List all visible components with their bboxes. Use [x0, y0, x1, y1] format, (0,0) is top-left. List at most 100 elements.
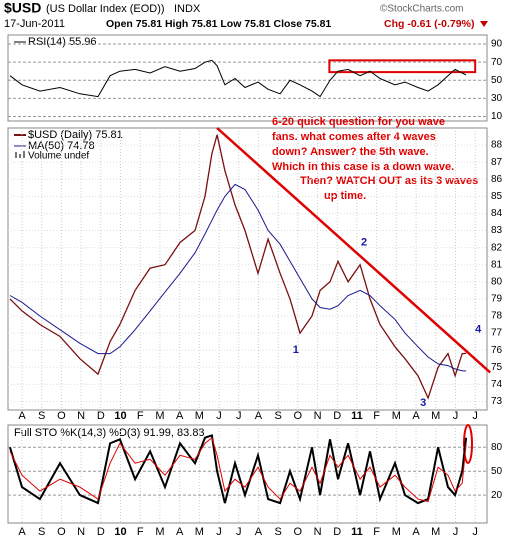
- legend-entry: $USD (Daily) 75.81: [28, 129, 123, 141]
- exchange: INDX: [174, 3, 201, 15]
- x-tick-label: J: [472, 410, 478, 422]
- x-tick-label: J: [216, 526, 222, 538]
- brand: ©StockCharts.com: [380, 4, 464, 15]
- y-tick-label: 10: [491, 111, 503, 122]
- x-tick-label: F: [373, 526, 380, 538]
- x-tick-label: A: [255, 410, 263, 422]
- series-line: [9, 134, 467, 400]
- x-tick-label: 11: [351, 410, 363, 422]
- ohlc: Open 75.81 High 75.81 Low 75.81 Close 75…: [106, 18, 331, 30]
- volume-icon: [23, 151, 25, 158]
- x-tick-label: N: [314, 526, 322, 538]
- x-tick-label: M: [392, 410, 401, 422]
- highlight-box: [328, 59, 477, 74]
- y-tick-label: 86: [491, 174, 503, 185]
- symbol: $USD: [4, 0, 41, 16]
- x-tick-label: J: [472, 526, 478, 538]
- legend-entry: RSI(14) 55.96: [28, 36, 96, 48]
- x-tick-label: O: [57, 526, 66, 538]
- y-tick-label: 87: [491, 157, 503, 168]
- x-tick-label: A: [176, 410, 184, 422]
- x-tick-label: F: [137, 526, 144, 538]
- y-tick-label: 90: [491, 39, 503, 50]
- x-tick-label: N: [77, 526, 85, 538]
- series-line: [9, 434, 468, 505]
- y-tick-label: 50: [491, 75, 503, 86]
- x-tick-label: D: [97, 410, 105, 422]
- annotation-line: Which in this case is a down wave.: [272, 161, 454, 173]
- volume-icon: [15, 152, 17, 158]
- annotation-line: 6-20 quick question for you wave: [272, 116, 445, 128]
- x-tick-label: O: [294, 526, 303, 538]
- x-tick-label: N: [314, 410, 322, 422]
- y-tick-label: 79: [491, 294, 503, 305]
- rsi-panel: [7, 34, 488, 122]
- annotation: 6-20 quick question for you wave fans. w…: [272, 116, 478, 202]
- x-tick-label: 10: [114, 410, 126, 422]
- x-tick-label: 11: [351, 526, 363, 538]
- y-tick-label: 78: [491, 311, 503, 322]
- down-arrow: [480, 21, 488, 27]
- sto-title: Full STO %K(14,3) %D(3) 91.99, 83.83: [14, 427, 205, 439]
- x-tick-label: D: [97, 526, 105, 538]
- series-line: [9, 436, 467, 503]
- x-tick-label: S: [274, 410, 281, 422]
- y-tick-label: 85: [491, 191, 503, 202]
- wave-label: 3: [420, 397, 426, 409]
- annotation-line: fans. what comes after 4 waves: [272, 131, 436, 143]
- x-tick-label: D: [333, 410, 341, 422]
- x-tick-label: A: [412, 526, 420, 538]
- index-name: (US Dollar Index (EOD)): [46, 3, 165, 15]
- volume-icon: [19, 154, 21, 158]
- y-tick-label: 50: [491, 466, 503, 477]
- date: 17-Jun-2011: [4, 18, 65, 30]
- y-tick-label: 75: [491, 362, 503, 373]
- y-tick-label: 88: [491, 140, 503, 151]
- x-tick-label: A: [18, 526, 26, 538]
- x-tick-label: 10: [114, 526, 126, 538]
- volume-label: Volume undef: [28, 151, 89, 162]
- y-tick-label: 83: [491, 225, 503, 236]
- x-tick-label: O: [294, 410, 303, 422]
- x-tick-label: J: [236, 410, 242, 422]
- y-tick-label: 80: [491, 442, 503, 453]
- x-tick-label: A: [176, 526, 184, 538]
- wave-label: 2: [361, 236, 367, 248]
- y-tick-label: 81: [491, 259, 503, 270]
- series-line: [9, 59, 467, 98]
- y-tick-label: 76: [491, 345, 503, 356]
- x-tick-label: A: [412, 410, 420, 422]
- x-tick-label: J: [236, 526, 242, 538]
- wave-label: 1: [293, 344, 299, 356]
- x-tick-label: S: [38, 526, 45, 538]
- sto-panel: [7, 424, 488, 524]
- x-tick-label: M: [195, 410, 204, 422]
- y-tick-label: 30: [491, 93, 503, 104]
- series-line: [9, 183, 467, 372]
- x-tick-label: S: [274, 526, 281, 538]
- x-tick-label: M: [155, 526, 164, 538]
- y-tick-label: 77: [491, 328, 503, 339]
- x-tick-label: M: [431, 526, 440, 538]
- x-tick-label: A: [18, 410, 26, 422]
- x-tick-label: D: [333, 526, 341, 538]
- x-tick-label: J: [453, 410, 459, 422]
- x-tick-label: O: [57, 410, 66, 422]
- x-tick-label: A: [255, 526, 263, 538]
- x-tick-label: N: [77, 410, 85, 422]
- y-tick-label: 70: [491, 57, 503, 68]
- wave-label: 4: [475, 324, 482, 336]
- y-tick-label: 20: [491, 490, 503, 501]
- x-tick-label: M: [431, 410, 440, 422]
- y-tick-label: 82: [491, 242, 503, 253]
- annotation-line: down? Answer? the 5th wave.: [272, 146, 429, 158]
- x-tick-label: F: [373, 410, 380, 422]
- x-tick-label: J: [216, 410, 222, 422]
- legend-entry: MA(50) 74.78: [28, 140, 95, 152]
- annotation-line: up time.: [324, 190, 366, 202]
- x-tick-label: S: [38, 410, 45, 422]
- change: Chg -0.61 (-0.79%): [384, 18, 474, 30]
- x-tick-label: F: [137, 410, 144, 422]
- price-panel: [7, 127, 488, 411]
